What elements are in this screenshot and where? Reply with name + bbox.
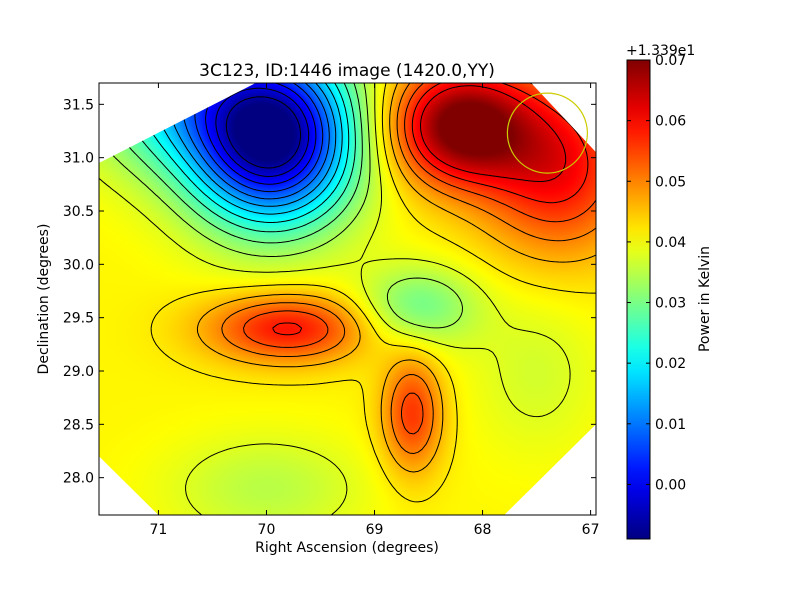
colorbar-tick-label: 0.07 bbox=[655, 53, 686, 69]
y-axis-ticks: 28.0 28.5 29.0 29.5 30.0 30.5 31.0 31.5 bbox=[63, 97, 596, 487]
colorbar-tick-label: 0.02 bbox=[655, 356, 686, 372]
x-axis-label: Right Ascension (degrees) bbox=[255, 540, 439, 556]
plot-area bbox=[99, 83, 596, 515]
heatmap-image bbox=[99, 83, 596, 515]
contour-line bbox=[196, 83, 596, 473]
colorbar-tick-label: 0.00 bbox=[655, 477, 686, 493]
contour-line bbox=[221, 83, 596, 454]
x-axis-ticks: 71 70 69 68 67 bbox=[150, 83, 600, 538]
x-tick-label: 70 bbox=[258, 522, 276, 538]
colorbar-gradient bbox=[627, 60, 650, 539]
contour-line bbox=[420, 85, 567, 182]
beam-marker bbox=[506, 92, 589, 174]
colorbar: 0.00 0.01 0.02 0.03 0.04 0.05 0.06 0.07 +1.339e… bbox=[626, 43, 713, 540]
contour-line bbox=[99, 83, 463, 329]
x-tick-label: 69 bbox=[366, 522, 384, 538]
colorbar-tick-label: 0.06 bbox=[655, 114, 686, 130]
plot-frame bbox=[98, 82, 597, 516]
contour-line bbox=[150, 83, 596, 503]
colorbar-offset-label: +1.339e1 bbox=[626, 43, 695, 59]
contour-line bbox=[243, 83, 596, 435]
y-tick-label: 31.0 bbox=[63, 151, 94, 167]
colorbar-frame bbox=[626, 59, 651, 540]
y-tick-label: 28.5 bbox=[63, 417, 94, 433]
colorbar-tick-label: 0.01 bbox=[655, 417, 686, 433]
colorbar-tick-label: 0.03 bbox=[655, 296, 686, 312]
colorbar-label: Power in Kelvin bbox=[697, 246, 713, 352]
colorbar-tick-label: 0.04 bbox=[655, 235, 686, 251]
x-tick-label: 68 bbox=[474, 522, 492, 538]
x-tick-label: 71 bbox=[150, 522, 168, 538]
x-tick-label: 67 bbox=[582, 522, 600, 538]
y-tick-label: 30.5 bbox=[63, 204, 94, 220]
chart-title: 3C123, ID:1446 image (1420.0,YY) bbox=[199, 61, 495, 81]
colorbar-ticks: 0.00 0.01 0.02 0.03 0.04 0.05 0.06 0.07 bbox=[627, 53, 686, 493]
contour-line bbox=[225, 96, 301, 169]
y-tick-label: 28.0 bbox=[63, 471, 94, 487]
colorbar-tick-label: 0.05 bbox=[655, 174, 686, 190]
contour-line bbox=[215, 87, 310, 177]
y-tick-label: 29.5 bbox=[63, 311, 94, 327]
y-axis-label: Declination (degrees) bbox=[36, 224, 52, 375]
contour-line bbox=[272, 83, 589, 336]
y-tick-label: 31.5 bbox=[63, 97, 94, 113]
y-tick-label: 30.0 bbox=[63, 257, 94, 273]
y-tick-label: 29.0 bbox=[63, 364, 94, 380]
